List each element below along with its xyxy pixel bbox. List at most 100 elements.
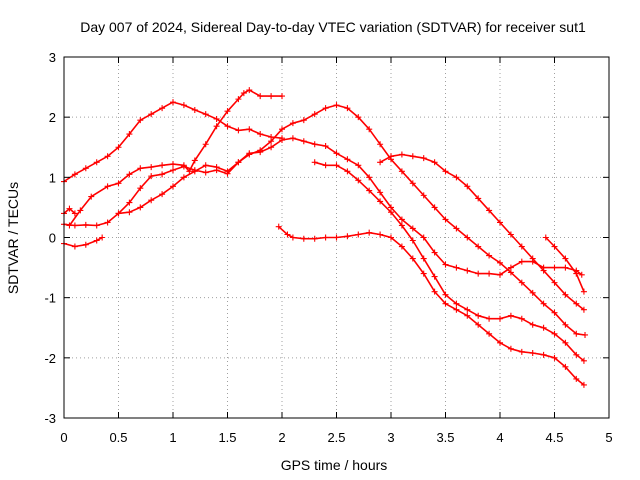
data-point <box>562 264 569 271</box>
data-point <box>186 168 193 175</box>
data-point <box>240 90 247 97</box>
data-point <box>573 351 580 358</box>
data-point <box>170 167 176 174</box>
data-point <box>486 252 493 259</box>
data-point <box>573 330 580 337</box>
data-point <box>322 105 329 112</box>
data-point <box>180 162 187 169</box>
data-point <box>580 306 587 313</box>
series-arc-4 <box>61 234 106 250</box>
data-point <box>486 270 493 277</box>
data-point <box>257 147 264 154</box>
data-point <box>344 105 351 112</box>
data-point <box>77 207 84 214</box>
series-arc-7 <box>275 223 587 388</box>
data-point <box>551 279 558 286</box>
data-point <box>442 291 449 298</box>
data-point <box>191 168 198 175</box>
data-point <box>573 270 580 277</box>
data-point <box>170 99 176 106</box>
x-tick-label: 5 <box>605 430 612 445</box>
data-point <box>398 168 405 175</box>
x-tick-label: 1.5 <box>218 430 236 445</box>
data-point <box>137 117 144 124</box>
series-line <box>379 153 585 311</box>
series-line <box>544 236 585 293</box>
data-point <box>398 216 405 223</box>
data-point <box>148 197 155 204</box>
data-point <box>573 375 580 382</box>
data-point <box>573 300 580 307</box>
y-tick-label: 3 <box>49 50 56 65</box>
data-point <box>104 183 111 190</box>
data-point <box>311 235 318 242</box>
data-point <box>486 207 493 214</box>
data-point <box>475 243 482 250</box>
data-point <box>344 168 351 175</box>
data-point <box>322 234 329 241</box>
data-point <box>224 168 231 175</box>
data-point <box>104 219 111 226</box>
data-point <box>235 96 242 103</box>
data-point <box>497 271 503 278</box>
data-point <box>497 219 503 226</box>
data-point <box>213 164 220 171</box>
data-point <box>148 111 155 118</box>
data-point <box>529 350 536 357</box>
data-point <box>377 189 384 196</box>
data-point <box>497 315 503 322</box>
data-point <box>148 173 155 180</box>
data-point <box>344 233 351 240</box>
data-point <box>540 351 547 358</box>
data-point <box>475 312 482 319</box>
data-point <box>159 171 166 178</box>
data-point <box>159 162 166 169</box>
x-tick-label: 3.5 <box>436 430 454 445</box>
data-point <box>551 330 558 337</box>
x-tick-label: 2 <box>278 430 285 445</box>
data-point <box>551 243 558 250</box>
data-point <box>409 225 416 232</box>
series-arc-1 <box>61 99 285 185</box>
data-point <box>442 300 449 307</box>
data-point <box>322 162 329 169</box>
data-point <box>442 216 449 223</box>
data-point <box>71 243 78 250</box>
data-point <box>420 234 427 241</box>
data-point <box>540 300 547 307</box>
y-tick-label: -2 <box>44 351 56 366</box>
data-point <box>518 279 525 286</box>
data-point <box>355 114 362 121</box>
data-point <box>355 162 362 169</box>
data-point <box>420 270 427 277</box>
data-point <box>578 271 585 278</box>
data-point <box>279 126 285 133</box>
data-point <box>279 93 285 100</box>
data-point <box>366 187 373 194</box>
data-point <box>431 204 438 211</box>
data-point <box>453 306 460 313</box>
data-point <box>289 120 296 127</box>
data-point <box>88 193 95 200</box>
data-point <box>213 115 220 122</box>
data-point <box>529 289 536 296</box>
data-point <box>284 231 291 238</box>
data-point <box>453 264 460 271</box>
data-point <box>137 165 144 172</box>
data-point <box>66 205 73 212</box>
data-point <box>398 151 405 158</box>
data-point <box>279 137 285 144</box>
data-point <box>202 111 209 118</box>
data-point <box>246 151 253 158</box>
data-point <box>409 153 416 160</box>
data-point <box>507 312 514 319</box>
data-point <box>311 141 318 148</box>
data-point <box>507 269 514 276</box>
data-point <box>377 198 384 205</box>
data-point <box>420 255 427 262</box>
data-point <box>453 225 460 232</box>
series-line <box>117 104 586 336</box>
data-point <box>398 222 405 229</box>
series-line <box>277 225 585 386</box>
data-point <box>475 321 482 328</box>
